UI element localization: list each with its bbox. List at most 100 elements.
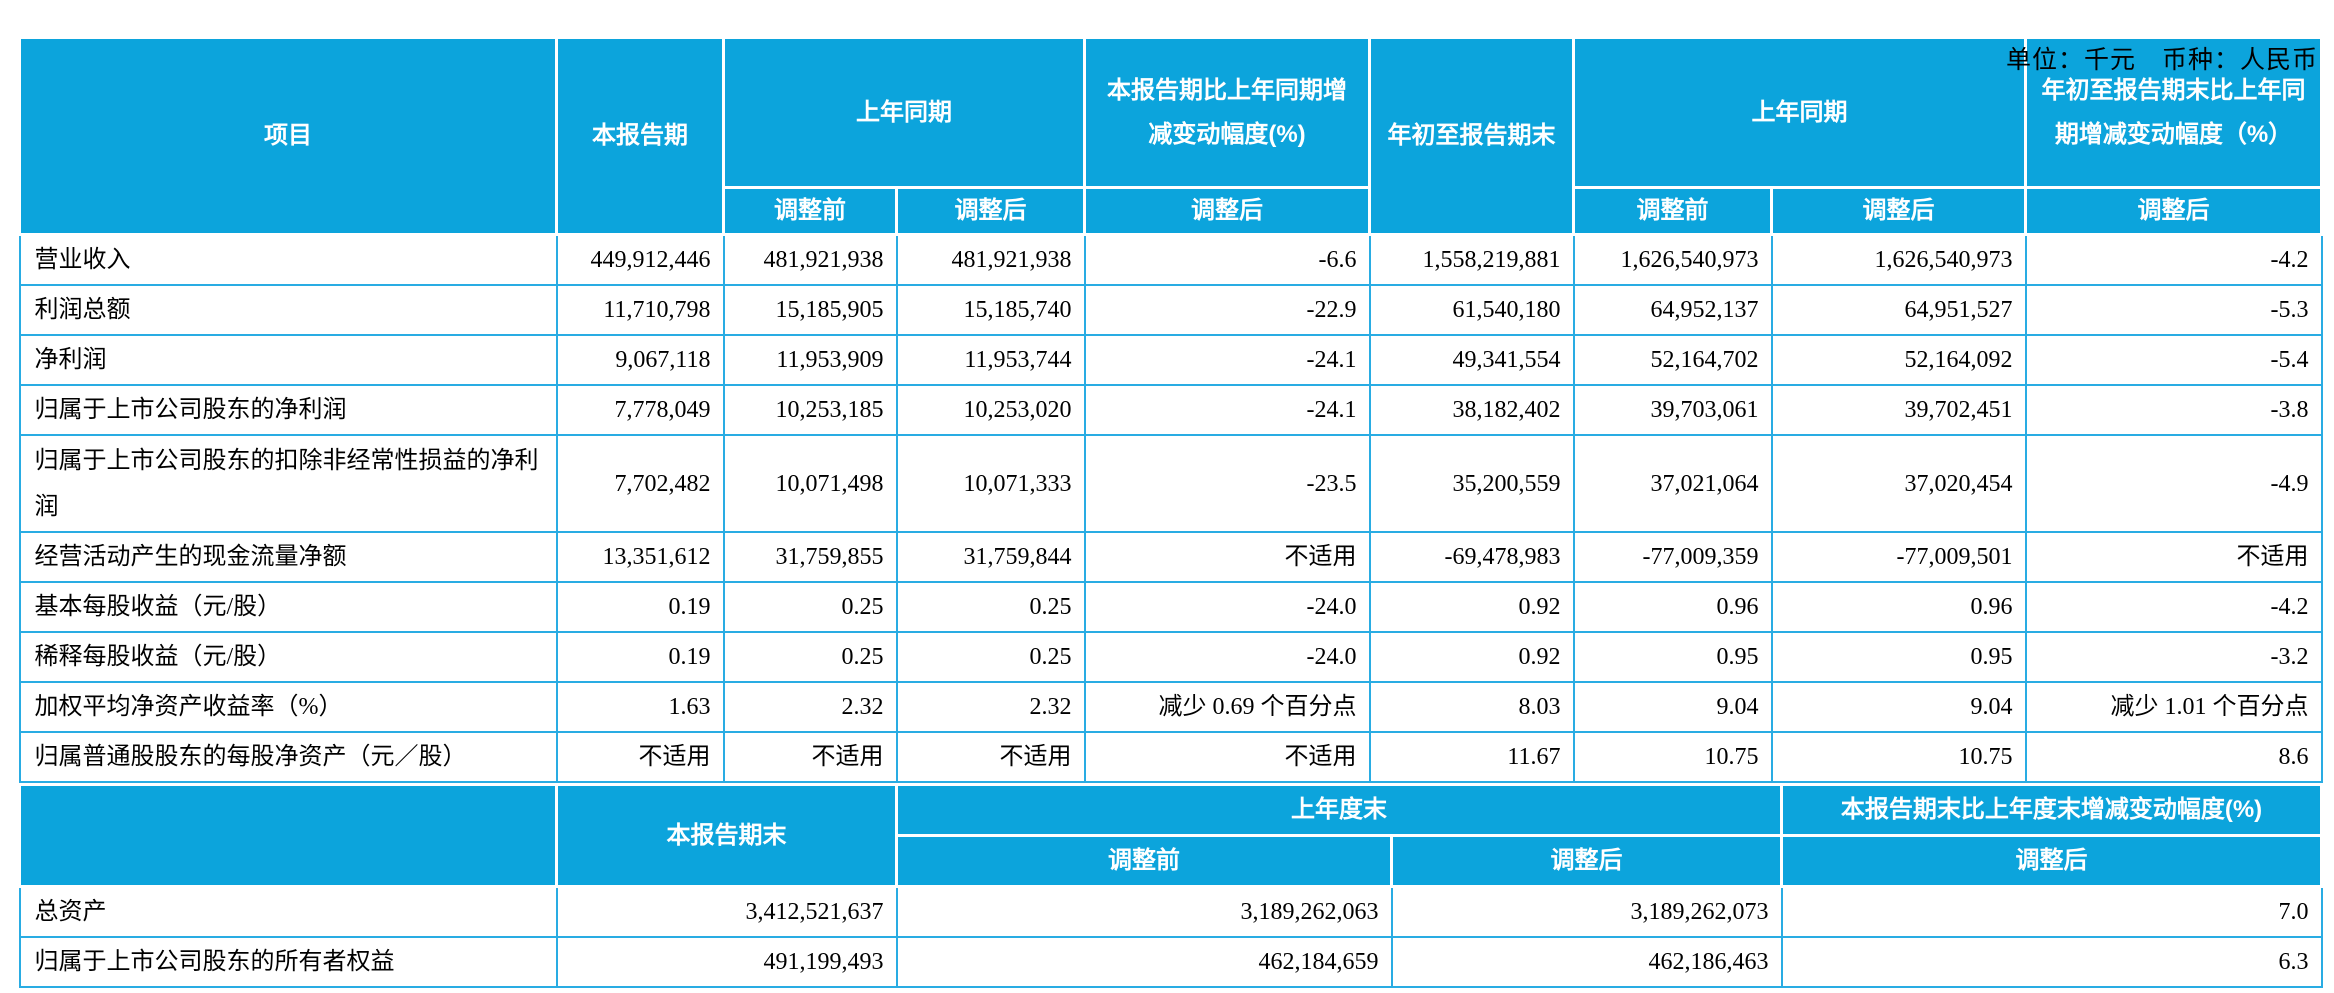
cell-value: -69,478,983: [1368, 531, 1575, 583]
cell-value: 64,951,527: [1770, 284, 2027, 336]
row-label: 利润总额: [18, 284, 558, 336]
subheader-after-adjust: 调整后: [1780, 834, 2323, 888]
cell-value: 0.25: [895, 631, 1086, 683]
cell-value: -3.8: [2024, 384, 2323, 436]
cell-value: 31,759,844: [895, 531, 1086, 583]
cell-value: -22.9: [1083, 284, 1371, 336]
cell-value: 0.96: [1770, 581, 2027, 633]
cell-value: 减少 0.69 个百分点: [1083, 681, 1371, 733]
table1-header-sub-row: 调整前 调整后 调整后 调整前 调整后 调整后: [20, 186, 2323, 236]
table2-header-sub-row: 调整前 调整后 调整后: [20, 834, 2323, 888]
cell-value: 3,412,521,637: [555, 885, 898, 938]
cell-value: 1.63: [555, 681, 725, 733]
cell-value: 0.95: [1770, 631, 2027, 683]
cell-value: 减少 1.01 个百分点: [2024, 681, 2323, 733]
table-row-diluted-eps: 稀释每股收益（元/股） 0.19 0.25 0.25 -24.0 0.92 0.…: [18, 631, 2323, 683]
cell-value: 1,626,540,973: [1572, 233, 1773, 286]
cell-value: 10,253,020: [895, 384, 1086, 436]
cell-value: 10,071,498: [722, 434, 898, 533]
cell-value: 9,067,118: [555, 334, 725, 386]
cell-value: 491,199,493: [555, 936, 898, 988]
col-header-period-change: 本报告期比上年同期增减变动幅度(%): [1083, 36, 1371, 189]
subheader-before-adjust: 调整前: [722, 186, 898, 236]
cell-value: 37,021,064: [1572, 434, 1773, 533]
table-row-net-profit: 净利润 9,067,118 11,953,909 11,953,744 -24.…: [18, 334, 2323, 386]
col-header-prior-year-ytd: 上年同期: [1572, 36, 2027, 189]
row-label: 净利润: [18, 334, 558, 386]
cell-value: 不适用: [2024, 531, 2323, 583]
cell-value: 64,952,137: [1572, 284, 1773, 336]
cell-value: 462,186,463: [1390, 936, 1783, 988]
table-row-net-profit-excl-nonrecurring: 归属于上市公司股东的扣除非经常性损益的净利润 7,702,482 10,071,…: [18, 434, 2323, 533]
row-label: 稀释每股收益（元/股）: [18, 631, 558, 683]
cell-value: 462,184,659: [895, 936, 1393, 988]
cell-value: 61,540,180: [1368, 284, 1575, 336]
table1-header-main-row: 项目 本报告期 上年同期 本报告期比上年同期增减变动幅度(%) 年初至报告期末 …: [18, 36, 2323, 236]
row-label: 归属普通股股东的每股净资产（元／股）: [18, 731, 558, 783]
row-label: 总资产: [18, 885, 558, 938]
cell-value: 0.19: [555, 581, 725, 633]
cell-value: -24.1: [1083, 384, 1371, 436]
cell-value: -6.6: [1083, 233, 1371, 286]
cell-value: 15,185,740: [895, 284, 1086, 336]
cell-value: 6.3: [1780, 936, 2323, 988]
cell-value: 7,702,482: [555, 434, 725, 533]
balance-sheet-summary-table: 本报告期末 上年度末 本报告期末比上年度末增减变动幅度(%) 调整前 调整后 调…: [18, 783, 2323, 988]
cell-value: 2.32: [722, 681, 898, 733]
cell-value: 不适用: [722, 731, 898, 783]
row-label: 经营活动产生的现金流量净额: [18, 531, 558, 583]
cell-value: -23.5: [1083, 434, 1371, 533]
cell-value: 不适用: [1083, 731, 1371, 783]
cell-value: 37,020,454: [1770, 434, 2027, 533]
cell-value: 0.19: [555, 631, 725, 683]
cell-value: 0.92: [1368, 631, 1575, 683]
cell-value: -4.2: [2024, 581, 2323, 633]
cell-value: -77,009,359: [1572, 531, 1773, 583]
cell-value: 11,953,744: [895, 334, 1086, 386]
cell-value: 9.04: [1572, 681, 1773, 733]
cell-value: 0.95: [1572, 631, 1773, 683]
col-header-end-change: 本报告期末比上年度末增减变动幅度(%): [1780, 783, 2323, 837]
col-header-prior-year-end: 上年度末: [895, 783, 1783, 837]
cell-value: -4.9: [2024, 434, 2323, 533]
row-label: 归属于上市公司股东的所有者权益: [18, 936, 558, 988]
cell-value: -24.0: [1083, 581, 1371, 633]
cell-value: 38,182,402: [1368, 384, 1575, 436]
cell-value: 15,185,905: [722, 284, 898, 336]
row-label: 加权平均净资产收益率（%）: [18, 681, 558, 733]
blank-header-cell: [18, 783, 558, 888]
row-label: 基本每股收益（元/股）: [18, 581, 558, 633]
cell-value: 7.0: [1780, 885, 2323, 938]
cell-value: -24.0: [1083, 631, 1371, 683]
cell-value: 不适用: [555, 731, 725, 783]
cell-value: 13,351,612: [555, 531, 725, 583]
cell-value: 9.04: [1770, 681, 2027, 733]
table-row-operating-revenue: 营业收入 449,912,446 481,921,938 481,921,938…: [18, 233, 2323, 286]
financial-summary-table: 项目 本报告期 上年同期 本报告期比上年同期增减变动幅度(%) 年初至报告期末 …: [18, 36, 2323, 783]
cell-value: 0.96: [1572, 581, 1773, 633]
table-row-net-profit-attributable: 归属于上市公司股东的净利润 7,778,049 10,253,185 10,25…: [18, 384, 2323, 436]
cell-value: 7,778,049: [555, 384, 725, 436]
cell-value: 10.75: [1572, 731, 1773, 783]
subheader-after-adjust: 调整后: [895, 186, 1086, 236]
cell-value: 10.75: [1770, 731, 2027, 783]
cell-value: 不适用: [895, 731, 1086, 783]
cell-value: -5.4: [2024, 334, 2323, 386]
cell-value: -4.2: [2024, 233, 2323, 286]
cell-value: -5.3: [2024, 284, 2323, 336]
cell-value: 10,253,185: [722, 384, 898, 436]
cell-value: 481,921,938: [722, 233, 898, 286]
cell-value: 31,759,855: [722, 531, 898, 583]
cell-value: 0.92: [1368, 581, 1575, 633]
subheader-after-adjust: 调整后: [2024, 186, 2323, 236]
col-header-prior-year-quarter: 上年同期: [722, 36, 1086, 189]
cell-value: 2.32: [895, 681, 1086, 733]
cell-value: -77,009,501: [1770, 531, 2027, 583]
unit-currency-label: 单位：千元 币种：人民币: [2005, 46, 2318, 74]
cell-value: 0.25: [722, 581, 898, 633]
cell-value: 0.25: [895, 581, 1086, 633]
col-header-ytd: 年初至报告期末: [1368, 36, 1575, 236]
subheader-before-adjust: 调整前: [895, 834, 1393, 888]
col-header-current-period-end: 本报告期末: [555, 783, 898, 888]
row-label: 归属于上市公司股东的净利润: [18, 384, 558, 436]
